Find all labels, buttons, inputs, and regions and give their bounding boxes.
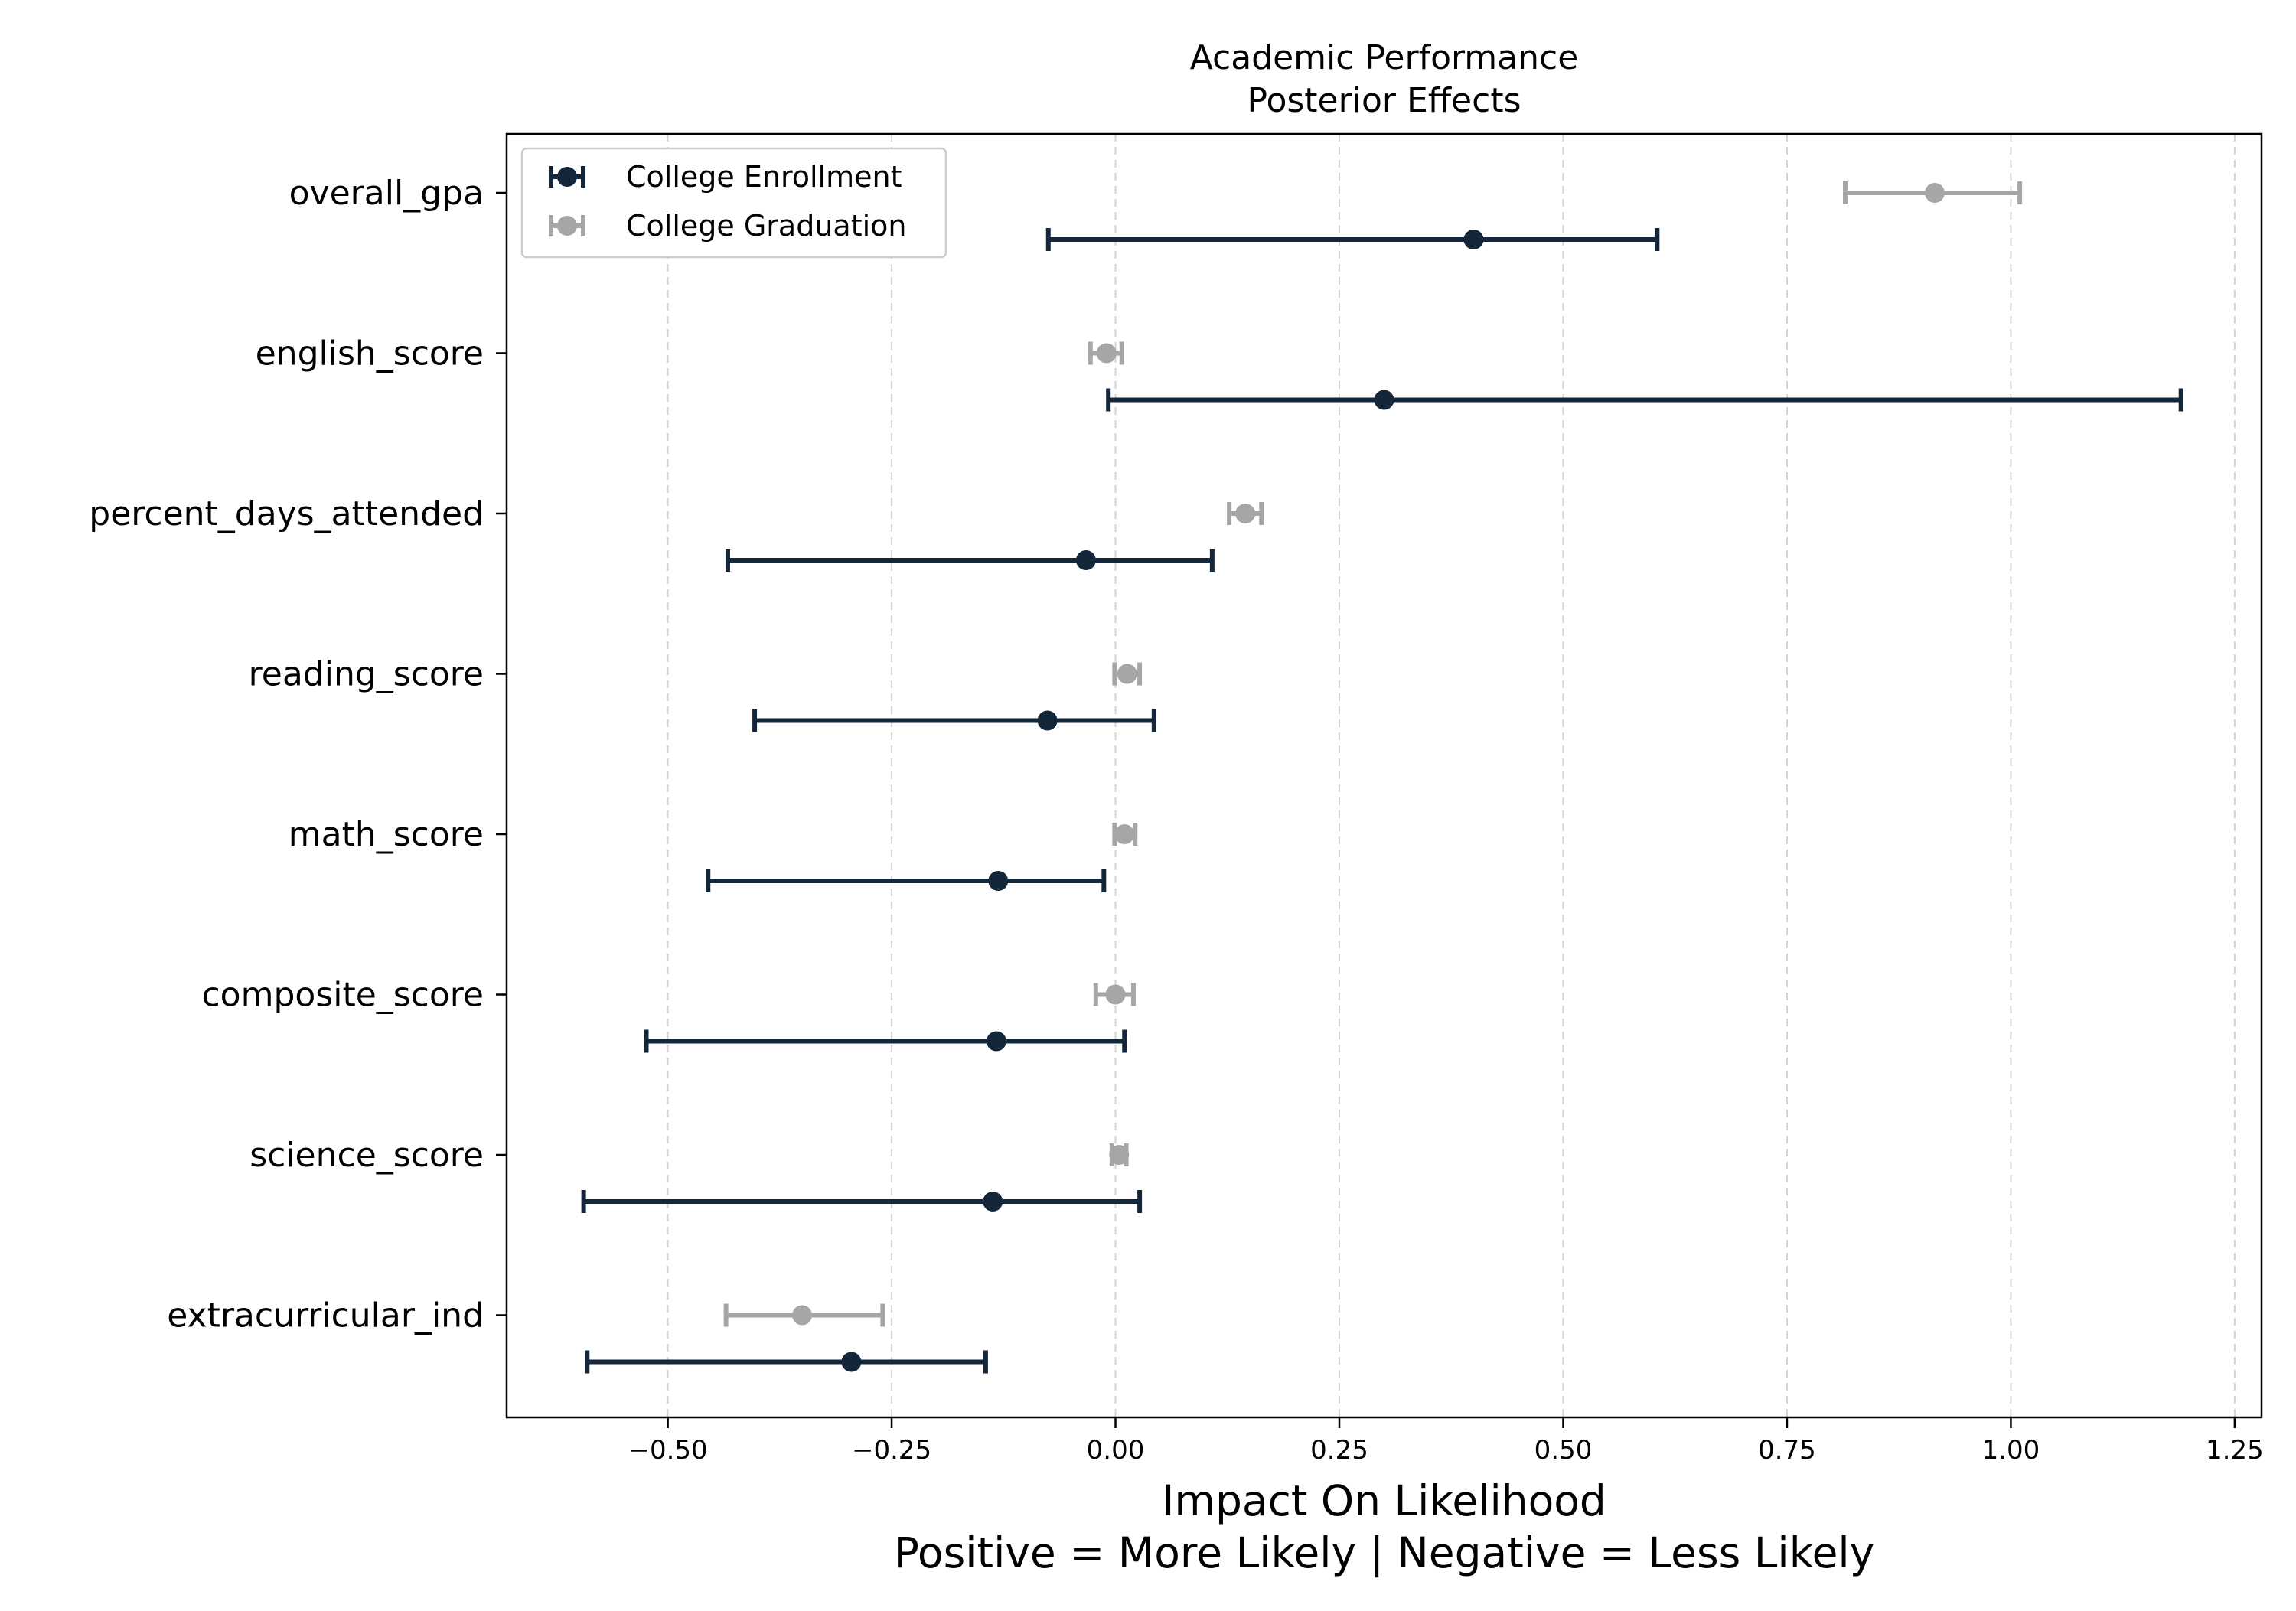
x-axis: −0.50 −0.25 0.00 0.25 0.50 0.75 1.00 1.25 [628, 1417, 2264, 1466]
x-tick-label: 1.25 [2206, 1435, 2264, 1466]
x-tick-label: 0.25 [1310, 1435, 1368, 1466]
x-tick-label: −0.50 [628, 1435, 707, 1466]
graduation-errorbar [1112, 823, 1138, 846]
x-label-line: Positive = More Likely | Negative = Less… [894, 1528, 1875, 1578]
grid [667, 134, 2236, 1417]
y-tick-label: composite_score [201, 976, 484, 1015]
enrollment-errorbar [644, 1029, 1127, 1053]
graduation-errorbar [1088, 341, 1124, 365]
enrollment-errorbar [706, 869, 1107, 892]
enrollment-mean-point [986, 1031, 1006, 1052]
graduation-errorbar [1227, 502, 1264, 525]
x-tick-label: 0.00 [1087, 1435, 1145, 1466]
enrollment-mean-point [988, 871, 1009, 891]
legend-label: College Enrollment [626, 160, 902, 194]
y-tick-label: science_score [249, 1136, 484, 1175]
legend: College Enrollment College Graduation [520, 147, 947, 259]
enrollment-errorbar [752, 709, 1156, 732]
graduation-mean-point [1096, 343, 1117, 364]
enrollment-errorbar [585, 1350, 988, 1374]
title-line: Posterior Effects [1247, 81, 1521, 120]
x-tick-label: 1.00 [1982, 1435, 2040, 1466]
enrollment-errorbar [1045, 228, 1660, 251]
enrollment-mean-point [1374, 390, 1394, 410]
y-tick-label: overall_gpa [289, 174, 484, 213]
legend-entry: College Enrollment [549, 160, 902, 194]
y-tick-label: english_score [256, 334, 484, 373]
x-label-line: Impact On Likelihood [1162, 1476, 1606, 1525]
enrollment-mean-point [1463, 230, 1484, 249]
x-tick-label: 0.50 [1534, 1435, 1593, 1466]
enrollment-mean-point [841, 1352, 862, 1372]
legend-swatch-marker [557, 216, 577, 236]
legend-label: College Graduation [626, 209, 907, 243]
y-axis: overall_gpa english_score percent_days_att… [89, 174, 507, 1335]
legend-entry: College Graduation [549, 209, 907, 243]
enrollment-mean-point [1075, 550, 1096, 570]
title-line: Academic Performance [1190, 38, 1579, 77]
graduation-mean-point [792, 1305, 813, 1326]
y-tick-label: extracurricular_ind [167, 1296, 484, 1335]
y-tick-label: reading_score [249, 655, 484, 694]
legend-box [520, 147, 947, 259]
graduation-errorbar [1112, 662, 1143, 686]
graduation-errorbar [1842, 181, 2023, 204]
enrollment-errorbar [725, 549, 1215, 572]
enrollment-errorbar [1106, 388, 2183, 412]
y-tick-label: math_score [289, 815, 484, 854]
x-tick-label: −0.25 [852, 1435, 931, 1466]
chart-title: Academic Performance Posterior Effects [1190, 38, 1579, 120]
plot-frame [505, 132, 2263, 1419]
graduation-errorbar [1093, 983, 1136, 1006]
graduation-errorbar [1109, 1143, 1130, 1166]
enrollment-mean-point [983, 1192, 1003, 1212]
graduation-mean-point [1109, 1145, 1130, 1165]
enrollment-mean-point [1037, 710, 1058, 731]
plot-series [581, 181, 2183, 1374]
graduation-mean-point [1114, 824, 1135, 844]
enrollment-errorbar [581, 1190, 1143, 1213]
graduation-mean-point [1924, 183, 1945, 203]
graduation-mean-point [1235, 504, 1256, 523]
y-tick-label: percent_days_attended [89, 494, 484, 533]
graduation-mean-point [1117, 664, 1137, 684]
legend-swatch-marker [557, 167, 577, 187]
graduation-errorbar [723, 1303, 885, 1327]
graduation-mean-point [1105, 984, 1126, 1005]
x-tick-label: 0.75 [1758, 1435, 1816, 1466]
